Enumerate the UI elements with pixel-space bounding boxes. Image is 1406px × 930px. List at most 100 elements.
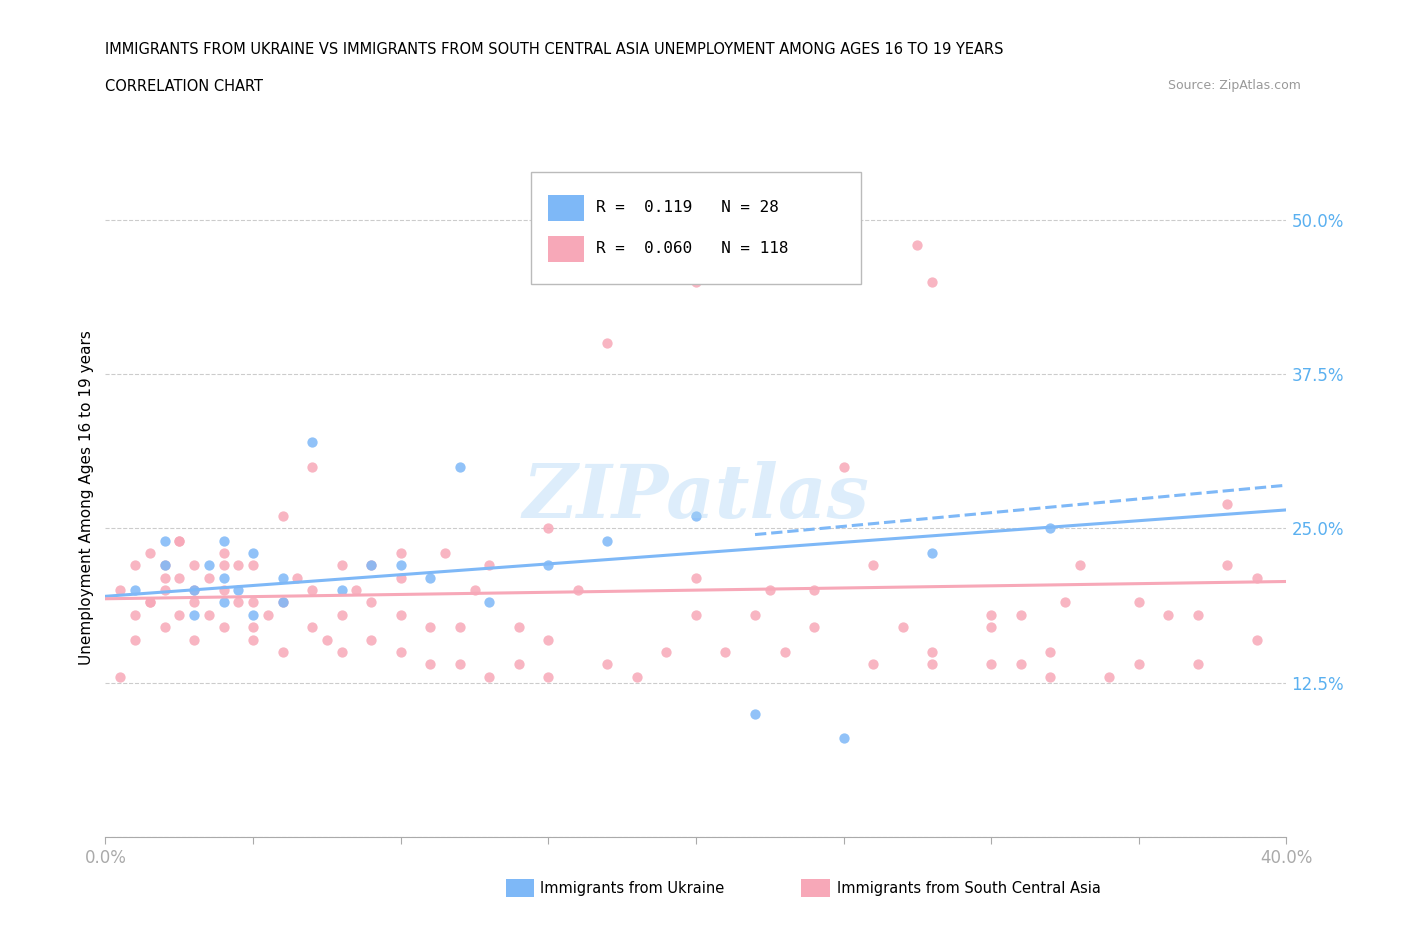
Point [803,619,825,634]
Point [169,533,191,548]
Point [360,558,382,573]
Point [153,558,176,573]
Point [226,558,250,573]
Point [183,583,205,598]
Point [138,595,160,610]
Point [921,657,943,671]
Y-axis label: Unemployment Among Ages 16 to 19 years: Unemployment Among Ages 16 to 19 years [79,330,94,665]
Point [567,583,589,598]
Point [1054,595,1077,610]
Point [1069,558,1091,573]
Point [419,619,441,634]
Point [921,546,943,561]
Point [389,570,412,585]
Point [169,533,191,548]
Point [744,706,766,721]
Point [346,583,368,598]
Point [212,583,235,598]
Point [463,583,486,598]
Point [330,607,353,622]
Point [271,595,294,610]
Point [197,558,219,573]
Point [242,607,264,622]
Text: R =  0.060   N = 118: R = 0.060 N = 118 [596,241,789,256]
Point [449,459,471,474]
Point [301,583,323,598]
Point [1128,657,1150,671]
Point [596,533,619,548]
Point [153,583,176,598]
Point [449,619,471,634]
Point [110,583,132,598]
Point [212,533,235,548]
Point [478,669,501,684]
Point [478,558,501,573]
Point [256,607,278,622]
Point [153,570,176,585]
Point [980,657,1002,671]
Point [508,619,530,634]
Point [271,570,294,585]
Point [242,632,264,647]
Point [212,558,235,573]
Point [301,619,323,634]
Point [832,212,855,227]
Point [449,657,471,671]
FancyBboxPatch shape [530,172,862,284]
Point [110,669,132,684]
Point [226,583,250,598]
Point [183,595,205,610]
Point [862,657,884,671]
Point [183,607,205,622]
Point [330,583,353,598]
Point [537,521,560,536]
Point [832,459,855,474]
Point [212,619,235,634]
Point [271,595,294,610]
Point [360,632,382,647]
Point [478,595,501,610]
Point [212,546,235,561]
Point [271,509,294,524]
Point [242,558,264,573]
Bar [548,236,583,262]
Point [1039,644,1062,659]
Point [891,619,914,634]
Point [419,570,441,585]
Point [389,607,412,622]
Point [287,570,309,585]
Point [153,533,176,548]
Point [153,619,176,634]
Point [537,558,560,573]
Text: Immigrants from Ukraine: Immigrants from Ukraine [540,881,724,896]
Point [832,731,855,746]
Point [124,558,146,573]
Point [242,619,264,634]
Text: Immigrants from South Central Asia: Immigrants from South Central Asia [837,881,1101,896]
Point [183,632,205,647]
Point [197,570,219,585]
Point [921,644,943,659]
Point [1246,570,1268,585]
Point [596,657,619,671]
Text: Source: ZipAtlas.com: Source: ZipAtlas.com [1167,79,1301,92]
Point [980,607,1002,622]
Point [315,632,337,647]
Point [714,644,737,659]
Point [626,669,648,684]
Point [744,607,766,622]
Point [537,669,560,684]
Point [773,644,796,659]
Text: R =  0.119   N = 28: R = 0.119 N = 28 [596,200,779,215]
Point [1039,669,1062,684]
Point [124,583,146,598]
Point [1216,558,1239,573]
Point [360,558,382,573]
Point [360,595,382,610]
Point [124,607,146,622]
Point [832,212,855,227]
Point [153,558,176,573]
Point [1010,607,1032,622]
Point [389,644,412,659]
Point [1157,607,1180,622]
